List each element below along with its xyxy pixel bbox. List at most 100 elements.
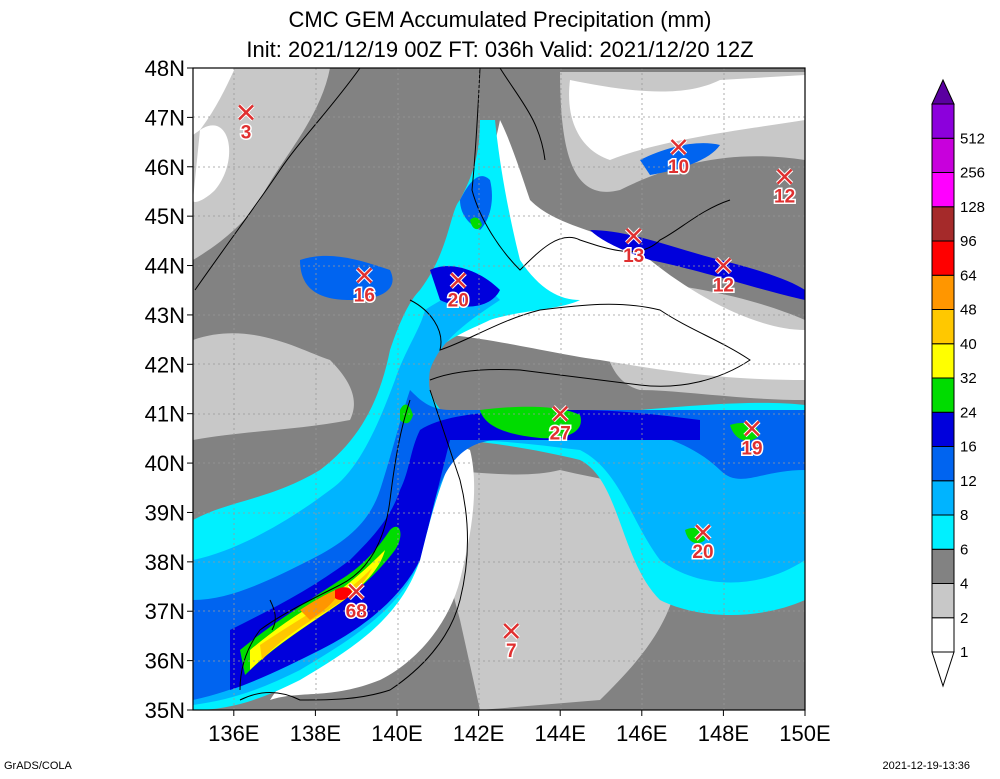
y-tick-label: 36N	[145, 649, 185, 674]
x-tick-label: 144E	[535, 721, 586, 746]
legend-swatch	[931, 274, 955, 310]
legend-swatch	[931, 480, 955, 516]
station-marker: 12	[773, 168, 797, 209]
marker-cross	[744, 420, 760, 437]
station-markers: 3 10 12 13 12 16 20 27 19 20 68 7	[237, 103, 797, 663]
x-tick-label: 138E	[290, 721, 341, 746]
coastlines	[194, 68, 751, 701]
y-tick-label: 45N	[145, 204, 185, 229]
marker-value-label: 10	[668, 157, 689, 178]
legend-label: 32	[960, 370, 977, 387]
legend-label: 256	[960, 165, 985, 182]
station-marker: 16	[352, 266, 376, 308]
legend-label: 12	[960, 473, 977, 490]
y-tick-label: 35N	[145, 698, 185, 723]
y-tick-label: 38N	[145, 550, 185, 575]
x-tick-label: 142E	[453, 721, 504, 746]
marker-value-label: 7	[506, 641, 517, 662]
marker-cross	[625, 228, 642, 244]
legend-swatch	[931, 514, 955, 550]
marker-cross	[776, 168, 793, 185]
station-marker: 7	[502, 622, 520, 663]
legend-label: 1	[960, 644, 968, 661]
legend-swatch	[931, 548, 955, 584]
marker-value-label: 16	[354, 285, 375, 306]
map-title: CMC GEM Accumulated Precipitation (mm)	[288, 7, 712, 32]
legend-swatch	[931, 206, 955, 242]
y-tick-label: 40N	[145, 451, 185, 476]
y-tick-label: 42N	[145, 352, 185, 377]
y-tick-label: 47N	[145, 105, 185, 130]
marker-cross	[552, 405, 569, 422]
legend-label: 512	[960, 130, 985, 147]
y-axis-ticks: 35N 36N 37N 38N 39N 40N 41N 42N 43N 44N 45N 46N 47N 4…	[145, 56, 193, 723]
x-tick-label: 148E	[698, 721, 749, 746]
y-tick-label: 44N	[145, 254, 185, 279]
station-marker: 20	[446, 271, 470, 313]
station-marker: 3	[237, 103, 255, 145]
legend-label: 128	[960, 199, 985, 216]
marker-cross	[348, 583, 365, 600]
legend-swatch	[931, 377, 955, 413]
legend-swatch	[931, 411, 955, 447]
marker-value-label: 27	[550, 424, 571, 445]
legend-label: 48	[960, 302, 977, 319]
legend-swatch	[931, 343, 955, 379]
marker-value-label: 20	[692, 542, 713, 563]
marker-cross	[695, 524, 711, 541]
x-axis-ticks: 136E 138E 140E 142E 144E 146E 148E 150E	[208, 710, 831, 746]
legend-bottom-arrow	[931, 651, 955, 688]
x-tick-label: 136E	[208, 721, 259, 746]
marker-cross	[503, 623, 520, 639]
legend-top-arrow	[931, 78, 955, 105]
y-tick-label: 46N	[145, 155, 185, 180]
legend-label: 4	[960, 576, 968, 593]
marker-cross	[450, 272, 467, 289]
station-marker: 12	[711, 256, 735, 298]
marker-cross	[670, 139, 687, 155]
legend-swatch	[931, 617, 955, 653]
legend-label: 6	[960, 541, 968, 558]
marker-cross	[356, 267, 373, 284]
plot-frame	[192, 67, 806, 711]
footer-timestamp: 2021-12-19-13:36	[882, 760, 970, 772]
y-tick-label: 43N	[145, 303, 185, 328]
marker-cross	[715, 257, 732, 274]
x-tick-label: 140E	[371, 721, 422, 746]
station-marker: 13	[622, 227, 646, 268]
station-marker: 19	[740, 419, 764, 461]
legend-label: 40	[960, 336, 977, 353]
marker-value-label: 13	[623, 246, 644, 267]
grid	[193, 68, 805, 710]
legend-label: 64	[960, 267, 977, 284]
y-tick-label: 41N	[145, 402, 185, 427]
marker-cross	[238, 104, 254, 121]
legend-swatch	[931, 103, 955, 139]
marker-value-label: 3	[241, 122, 252, 143]
x-tick-label: 146E	[616, 721, 667, 746]
marker-value-label: 19	[741, 439, 762, 460]
marker-value-label: 12	[713, 276, 734, 297]
legend-swatch	[931, 446, 955, 482]
y-tick-label: 37N	[145, 599, 185, 624]
legend-swatch	[931, 240, 955, 276]
legend-label: 24	[960, 404, 977, 421]
legend-swatch	[931, 583, 955, 619]
legend-swatch	[931, 309, 955, 345]
y-tick-label: 48N	[145, 56, 185, 81]
x-tick-label: 150E	[779, 721, 830, 746]
marker-value-label: 20	[448, 290, 469, 311]
footer-credit: GrADS/COLA	[4, 760, 72, 772]
legend-label: 96	[960, 233, 977, 250]
map-subtitle: Init: 2021/12/19 00Z FT: 036h Valid: 202…	[246, 37, 754, 62]
station-marker: 68	[344, 582, 368, 624]
marker-value-label: 12	[774, 187, 795, 208]
legend-label: 16	[960, 439, 977, 456]
legend-swatch	[931, 172, 955, 208]
station-marker: 27	[548, 405, 572, 446]
precip-field	[193, 68, 805, 710]
station-marker: 20	[691, 523, 715, 565]
y-tick-label: 39N	[145, 500, 185, 525]
